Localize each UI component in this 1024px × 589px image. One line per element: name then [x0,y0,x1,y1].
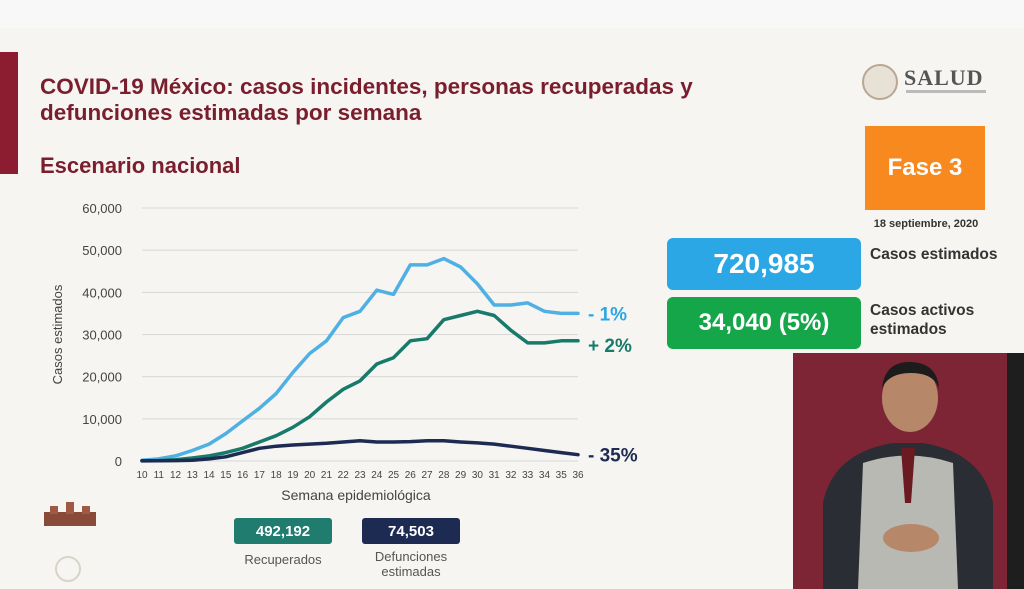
x-tick-label: 25 [388,470,400,481]
y-tick-label: 60,000 [82,201,122,216]
phase-badge: Fase 3 [865,126,985,210]
bottom-seal-icon [55,556,81,582]
x-tick-label: 13 [187,470,199,481]
y-tick-label: 0 [115,454,122,469]
building-ornament-icon [44,502,96,526]
x-tick-label: 27 [422,470,434,481]
x-tick-label: 15 [220,470,232,481]
y-tick-label: 10,000 [82,412,122,427]
x-tick-label: 36 [572,470,584,481]
series-end-label: - 1% [588,304,627,325]
recovered-series-line [140,309,580,463]
x-tick-label: 34 [539,470,551,481]
x-tick-label: 12 [170,470,182,481]
active-cases-box: 34,040 (5%) [667,297,861,349]
x-tick-label: 19 [287,470,299,481]
x-tick-label: 32 [505,470,517,481]
sign-language-interpreter-video [793,353,1024,589]
active-cases-label: Casos activos estimados [870,302,975,338]
series-end-label: + 2% [588,336,632,357]
salud-logo: SALUD [860,62,1000,104]
cases-series-line [140,256,580,462]
government-seal-icon [862,64,898,100]
x-tick-label: 16 [237,470,249,481]
page-title: COVID-19 México: casos incidentes, perso… [40,74,693,125]
y-tick-label: 30,000 [82,328,122,343]
browser-top-strip [0,0,1024,28]
x-tick-label: 31 [489,470,501,481]
x-tick-label: 11 [154,470,165,481]
x-tick-label: 26 [405,470,417,481]
weekly-cases-chart: 0 10,000 20,000 30,000 40,000 50,000 60,000 10 1… [50,201,638,503]
y-tick-label: 50,000 [82,243,122,258]
x-tick-label: 17 [254,470,266,481]
y-axis-label: Casos estimados [50,284,65,384]
deaths-series-line [140,439,580,463]
x-tick-label: 10 [136,470,148,481]
x-tick-label: 20 [304,470,316,481]
x-tick-label: 24 [371,470,383,481]
x-tick-label: 21 [321,470,333,481]
recovered-total-badge: 492,192 [234,518,332,544]
title-accent-bar [0,52,18,174]
estimated-cases-label: Casos estimados [870,246,998,263]
x-tick-label: 14 [204,470,216,481]
report-date: 18 septiembre, 2020 [873,218,979,230]
recovered-label: Recuperados [244,552,322,567]
x-axis-label: Semana epidemiológica [281,487,431,503]
series-end-label: - 35% [588,446,638,467]
x-tick-label: 18 [271,470,283,481]
deaths-label: Defunciones estimadas [374,549,448,579]
x-tick-label: 28 [438,470,450,481]
logo-text: SALUD [904,65,984,90]
x-tick-label: 35 [556,470,568,481]
estimated-cases-box: 720,985 [667,238,861,290]
x-tick-label: 30 [472,470,484,481]
y-tick-label: 40,000 [82,285,122,300]
scenario-subtitle: Escenario nacional [40,153,241,178]
deaths-total-badge: 74,503 [362,518,460,544]
x-tick-label: 33 [522,470,534,481]
x-tick-label: 29 [455,470,467,481]
x-tick-label: 22 [338,470,350,481]
x-tick-label: 23 [354,470,366,481]
logo-subtitle-line [906,90,986,93]
y-tick-label: 20,000 [82,370,122,385]
